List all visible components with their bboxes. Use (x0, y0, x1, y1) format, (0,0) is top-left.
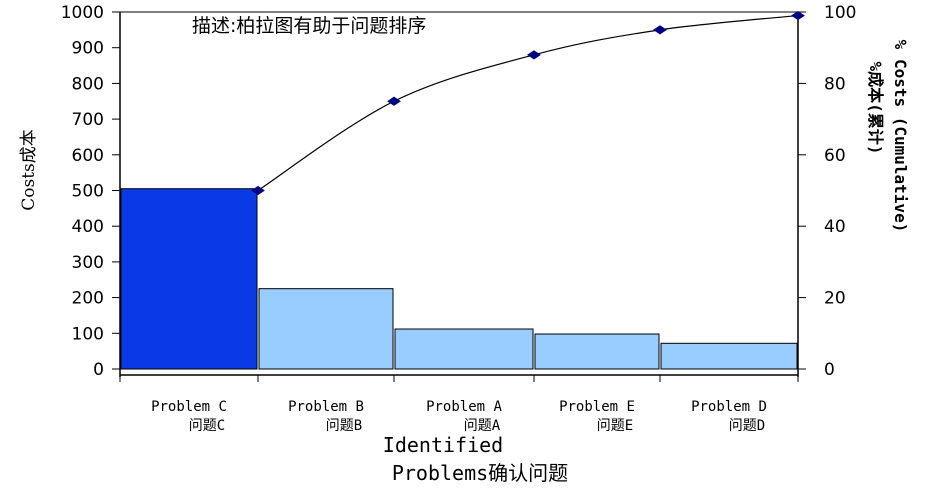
x-axis-title-line1: Identified (383, 433, 503, 457)
y-tick-label: 1000 (61, 3, 104, 23)
y-tick-label: 700 (72, 110, 104, 130)
bar-problem-a (394, 328, 534, 370)
category-label-en: Problem B (288, 399, 364, 415)
category-label-zh: 问题D (729, 418, 765, 434)
category-labels: Problem C 问题C Problem B 问题B Problem A 问题A Prob… (151, 399, 767, 434)
category-label-en: Problem A (426, 399, 502, 415)
y2-tick-label: 60 (824, 146, 846, 166)
y-tick-label: 0 (93, 360, 104, 380)
bars-group (120, 188, 798, 370)
cumulative-line (257, 14, 799, 192)
y2-axis-ticks: 0 20 40 60 80 100 (798, 3, 856, 380)
cumulative-marker (791, 10, 805, 21)
y-tick-label: 500 (72, 182, 104, 202)
cumulative-marker (387, 96, 401, 106)
bar-problem-d (660, 342, 798, 370)
y-tick-label: 200 (72, 289, 104, 309)
category-label-zh: 问题E (597, 418, 633, 434)
category-label-en: Problem D (691, 399, 767, 415)
y2-tick-label: 0 (824, 360, 835, 380)
chart-title: 描述:柏拉图有助于问题排序 (192, 15, 426, 37)
y-tick-label: 800 (72, 74, 104, 94)
cumulative-marker (251, 185, 265, 196)
y-axis-title: Costs成本 (19, 129, 39, 211)
y2-axis-title-line2: %成本(累计) (866, 62, 885, 155)
y2-tick-label: 40 (824, 217, 846, 237)
category-label-zh: 问题A (464, 418, 501, 434)
category-label-zh: 问题B (326, 418, 362, 434)
y2-tick-label: 100 (824, 3, 856, 23)
y2-axis-title-line1: % Costs (Cumulative) (891, 40, 910, 233)
y-tick-label: 600 (72, 146, 104, 166)
y-tick-label: 400 (72, 217, 104, 237)
bar-problem-c (120, 188, 258, 370)
y-tick-label: 900 (72, 39, 104, 59)
category-label-zh: 问题C (189, 418, 225, 434)
axes-group (119, 11, 799, 382)
y-axis-ticks: 0 100 200 300 400 500 600 700 800 900 1000 (61, 3, 120, 380)
category-label-en: Problem C (151, 399, 227, 415)
cumulative-marker (653, 25, 667, 35)
y-tick-label: 300 (72, 253, 104, 273)
cumulative-line-group (251, 10, 805, 196)
cumulative-marker (527, 50, 541, 60)
bar-problem-e (534, 333, 660, 370)
category-label-en: Problem E (559, 399, 635, 415)
x-axis-title-line2: Problems确认问题 (392, 461, 568, 485)
y-tick-label: 100 (72, 324, 104, 344)
y2-tick-label: 80 (824, 74, 846, 94)
bar-problem-b (258, 288, 394, 370)
y2-tick-label: 20 (824, 289, 846, 309)
